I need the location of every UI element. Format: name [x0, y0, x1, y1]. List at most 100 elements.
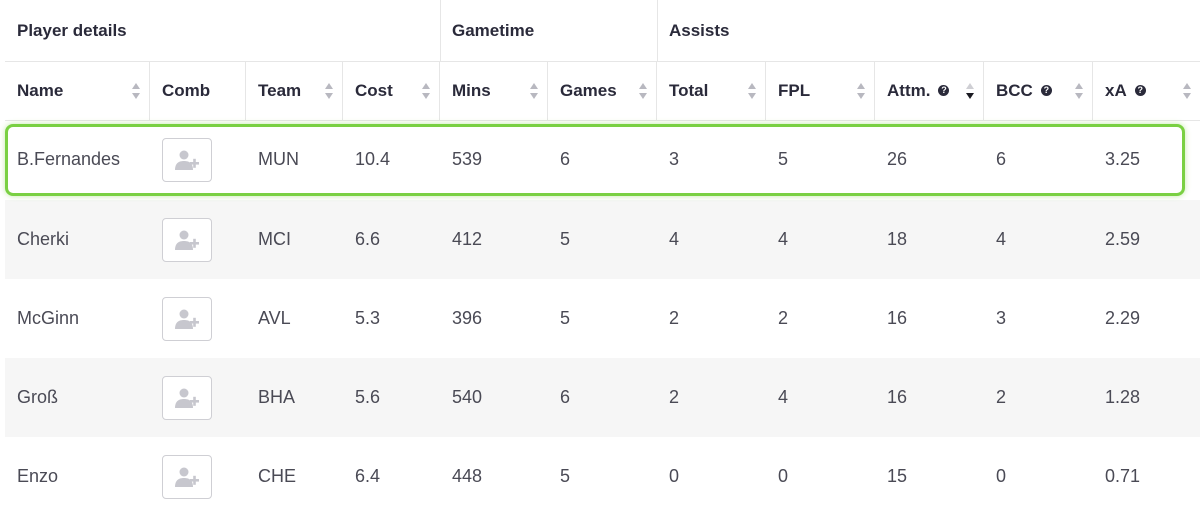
column-header-games[interactable]: Games [548, 61, 657, 120]
cell-fpl: 2 [778, 308, 789, 328]
column-header-label: Total [669, 80, 709, 100]
sort-up-arrow [966, 82, 974, 89]
add-to-comparison-button[interactable] [162, 454, 212, 499]
sort-icon[interactable] [747, 82, 757, 100]
column-header-label: Cost [355, 80, 393, 100]
column-header-cost[interactable]: Cost [343, 61, 440, 120]
column-header-fpl[interactable]: FPL [766, 61, 875, 120]
group-gametime: Gametime [452, 20, 535, 40]
column-header-bcc[interactable]: BCC? [984, 61, 1093, 120]
cell-xa: 2.29 [1105, 308, 1141, 328]
comb-cell [150, 358, 246, 437]
cell-attm: 26 [887, 149, 908, 169]
cell-attm: 16 [887, 387, 908, 407]
cell-team: BHA [258, 387, 296, 407]
add-user-icon [175, 150, 199, 170]
sort-down-arrow [325, 92, 333, 99]
add-to-comparison-button[interactable] [162, 296, 212, 341]
cell-bcc: 3 [996, 308, 1007, 328]
cell-mins: 540 [452, 387, 483, 407]
add-to-comparison-button[interactable] [162, 375, 212, 420]
help-icon[interactable]: ? [938, 85, 950, 96]
sort-icon[interactable] [131, 82, 141, 100]
sort-down-arrow [748, 92, 756, 99]
sort-up-arrow [857, 82, 865, 89]
sort-up-arrow [1183, 82, 1191, 89]
sort-icon[interactable] [965, 82, 975, 100]
cell-total: 0 [669, 466, 680, 486]
column-header-xa[interactable]: xA? [1093, 61, 1200, 120]
cell-mins: 412 [452, 229, 483, 249]
cell-xa: 0.71 [1105, 466, 1141, 486]
cell-games: 5 [560, 308, 571, 328]
cell-total: 2 [669, 308, 680, 328]
player-name[interactable]: Enzo [17, 466, 59, 486]
comb-cell [150, 437, 246, 516]
comb-cell [150, 120, 246, 199]
cell-team: CHE [258, 466, 297, 486]
add-user-icon [175, 388, 199, 408]
cell-attm: 18 [887, 229, 908, 249]
cell-total: 2 [669, 387, 680, 407]
column-header-comb: Comb [150, 61, 246, 120]
cell-games: 6 [560, 387, 571, 407]
cell-fpl: 4 [778, 229, 789, 249]
sort-icon[interactable] [638, 82, 648, 100]
column-header-attm[interactable]: Attm.? [875, 61, 984, 120]
group-header-row [5, 0, 1200, 62]
column-header-mins[interactable]: Mins [440, 61, 548, 120]
cell-games: 5 [560, 466, 571, 486]
column-header-name[interactable]: Name [5, 61, 150, 120]
sort-icon[interactable] [1182, 82, 1192, 100]
sort-down-arrow [639, 92, 647, 99]
player-name[interactable]: Cherki [17, 229, 70, 249]
column-header-label: Name [17, 80, 64, 100]
group-assists: Assists [669, 20, 730, 40]
cell-xa: 2.59 [1105, 229, 1141, 249]
sort-down-arrow [1075, 92, 1083, 99]
cell-attm: 16 [887, 308, 908, 328]
column-header-team[interactable]: Team [246, 61, 343, 120]
help-icon[interactable]: ? [1134, 85, 1146, 96]
cell-cost: 5.6 [355, 387, 381, 407]
sort-icon[interactable] [1074, 82, 1084, 100]
cell-mins: 539 [452, 149, 483, 169]
cell-games: 6 [560, 149, 571, 169]
add-to-comparison-button[interactable] [162, 217, 212, 262]
cell-fpl: 0 [778, 466, 789, 486]
add-user-icon [175, 230, 199, 250]
sort-icon[interactable] [421, 82, 431, 100]
sort-icon[interactable] [856, 82, 866, 100]
group-player-details: Player details [17, 20, 127, 40]
sort-down-arrow [132, 92, 140, 99]
sort-down-arrow [1183, 92, 1191, 99]
sort-up-arrow [132, 82, 140, 89]
sort-icon[interactable] [529, 82, 539, 100]
add-user-icon [175, 467, 199, 487]
add-to-comparison-button[interactable] [162, 137, 212, 182]
cell-fpl: 4 [778, 387, 789, 407]
player-name[interactable]: Groß [17, 387, 59, 407]
column-header-row [5, 61, 1200, 121]
column-header-label: BCC [996, 80, 1033, 100]
cell-mins: 396 [452, 308, 483, 328]
help-icon[interactable]: ? [1040, 85, 1052, 96]
cell-total: 4 [669, 229, 680, 249]
cell-cost: 6.6 [355, 229, 381, 249]
sort-up-arrow [639, 82, 647, 89]
sort-down-arrow [530, 92, 538, 99]
cell-team: MUN [258, 149, 299, 169]
column-header-total[interactable]: Total [657, 61, 766, 120]
player-name[interactable]: B.Fernandes [17, 149, 121, 169]
cell-bcc: 4 [996, 229, 1007, 249]
sort-icon[interactable] [324, 82, 334, 100]
player-name[interactable]: McGinn [17, 308, 80, 328]
sort-up-arrow [422, 82, 430, 89]
cell-team: MCI [258, 229, 291, 249]
cell-bcc: 6 [996, 149, 1007, 169]
cell-cost: 10.4 [355, 149, 391, 169]
column-header-label: Attm. [887, 80, 931, 100]
group-divider [657, 0, 658, 61]
cell-xa: 3.25 [1105, 149, 1141, 169]
